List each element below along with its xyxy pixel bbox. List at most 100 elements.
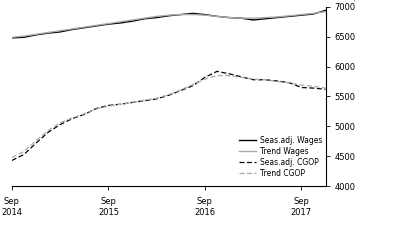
Trend Wages xyxy=(130,19,135,21)
Trend Wages xyxy=(323,10,328,13)
Seas.adj. CGOP xyxy=(10,159,14,162)
Seas.adj. CGOP xyxy=(70,117,75,120)
Trend Wages xyxy=(178,13,183,16)
Seas.adj. CGOP xyxy=(166,94,171,97)
Trend Wages xyxy=(142,17,147,20)
Seas.adj. Wages xyxy=(58,31,63,33)
Line: Seas.adj. CGOP: Seas.adj. CGOP xyxy=(12,71,326,160)
Trend Wages xyxy=(275,16,279,18)
Seas.adj. CGOP xyxy=(299,86,304,89)
Line: Trend CGOP: Trend CGOP xyxy=(12,76,326,158)
Trend CGOP xyxy=(106,105,111,107)
Trend Wages xyxy=(299,13,304,16)
Seas.adj. Wages xyxy=(251,19,256,21)
Seas.adj. Wages xyxy=(142,17,147,20)
Trend Wages xyxy=(94,24,99,27)
Trend CGOP xyxy=(287,81,292,84)
Line: Trend Wages: Trend Wages xyxy=(12,12,326,37)
Seas.adj. CGOP xyxy=(130,101,135,104)
Seas.adj. CGOP xyxy=(94,107,99,110)
Seas.adj. Wages xyxy=(227,16,231,19)
Seas.adj. Wages xyxy=(311,13,316,15)
Seas.adj. Wages xyxy=(118,22,123,24)
Trend Wages xyxy=(227,16,231,19)
Seas.adj. CGOP xyxy=(251,78,256,81)
Seas.adj. Wages xyxy=(34,34,39,36)
Trend Wages xyxy=(58,29,63,32)
Seas.adj. CGOP xyxy=(311,87,316,89)
Seas.adj. Wages xyxy=(70,28,75,31)
Seas.adj. CGOP xyxy=(21,153,26,156)
Seas.adj. CGOP xyxy=(215,70,220,73)
Seas.adj. CGOP xyxy=(275,80,279,82)
Seas.adj. CGOP xyxy=(239,75,243,78)
Seas.adj. CGOP xyxy=(118,103,123,106)
Seas.adj. CGOP xyxy=(46,131,50,134)
Trend Wages xyxy=(191,13,195,16)
Trend CGOP xyxy=(118,103,123,106)
Seas.adj. CGOP xyxy=(202,76,207,79)
Trend CGOP xyxy=(239,76,243,79)
Seas.adj. Wages xyxy=(106,23,111,25)
Seas.adj. Wages xyxy=(46,32,50,35)
Seas.adj. Wages xyxy=(166,15,171,17)
Seas.adj. Wages xyxy=(130,20,135,22)
Trend Wages xyxy=(70,27,75,30)
Trend CGOP xyxy=(215,74,220,77)
Trend CGOP xyxy=(323,87,328,89)
Trend Wages xyxy=(106,22,111,25)
Trend CGOP xyxy=(154,97,159,100)
Trend CGOP xyxy=(70,117,75,119)
Seas.adj. CGOP xyxy=(82,113,87,116)
Seas.adj. Wages xyxy=(154,16,159,19)
Seas.adj. Wages xyxy=(215,15,220,18)
Seas.adj. Wages xyxy=(323,9,328,12)
Trend CGOP xyxy=(142,99,147,101)
Seas.adj. CGOP xyxy=(191,84,195,87)
Trend Wages xyxy=(21,35,26,37)
Seas.adj. Wages xyxy=(239,17,243,20)
Trend CGOP xyxy=(311,85,316,88)
Trend CGOP xyxy=(251,78,256,81)
Seas.adj. Wages xyxy=(202,13,207,16)
Trend CGOP xyxy=(299,84,304,86)
Seas.adj. CGOP xyxy=(106,104,111,107)
Text: Sep
2016: Sep 2016 xyxy=(195,197,216,217)
Seas.adj. CGOP xyxy=(178,89,183,92)
Legend: Seas.adj. Wages, Trend Wages, Seas.adj. CGOP, Trend CGOP: Seas.adj. Wages, Trend Wages, Seas.adj. … xyxy=(237,133,326,181)
Trend Wages xyxy=(154,15,159,18)
Text: Sep
2015: Sep 2015 xyxy=(98,197,119,217)
Seas.adj. Wages xyxy=(263,17,268,20)
Trend Wages xyxy=(118,20,123,23)
Text: Sep
2017: Sep 2017 xyxy=(291,197,312,217)
Seas.adj. CGOP xyxy=(154,98,159,100)
Trend Wages xyxy=(202,14,207,17)
Seas.adj. Wages xyxy=(82,26,87,29)
Seas.adj. CGOP xyxy=(227,72,231,75)
Trend Wages xyxy=(82,26,87,29)
Seas.adj. CGOP xyxy=(34,142,39,144)
Trend Wages xyxy=(215,15,220,18)
Trend Wages xyxy=(34,33,39,36)
Trend CGOP xyxy=(34,139,39,142)
Seas.adj. Wages xyxy=(94,25,99,27)
Text: Sep
2014: Sep 2014 xyxy=(2,197,22,217)
Seas.adj. Wages xyxy=(275,16,279,19)
Trend CGOP xyxy=(166,93,171,96)
Trend Wages xyxy=(311,12,316,15)
Trend CGOP xyxy=(263,78,268,81)
Trend CGOP xyxy=(46,129,50,132)
Seas.adj. Wages xyxy=(178,13,183,16)
Seas.adj. Wages xyxy=(299,14,304,17)
Seas.adj. CGOP xyxy=(58,123,63,126)
Trend CGOP xyxy=(227,74,231,77)
Trend Wages xyxy=(263,16,268,19)
Trend Wages xyxy=(251,17,256,20)
Trend Wages xyxy=(287,15,292,17)
Trend CGOP xyxy=(191,83,195,86)
Trend CGOP xyxy=(58,121,63,124)
Trend CGOP xyxy=(21,150,26,153)
Trend Wages xyxy=(10,36,14,39)
Trend CGOP xyxy=(178,89,183,91)
Trend Wages xyxy=(166,14,171,17)
